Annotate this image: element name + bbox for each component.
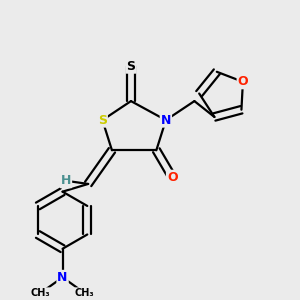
Text: S: S xyxy=(98,114,107,127)
Text: S: S xyxy=(127,60,136,73)
Text: N: N xyxy=(161,114,171,127)
Text: O: O xyxy=(238,75,248,88)
Text: H: H xyxy=(61,174,71,187)
Text: O: O xyxy=(167,171,178,184)
Text: N: N xyxy=(57,271,68,284)
Text: CH₃: CH₃ xyxy=(75,288,94,298)
Text: CH₃: CH₃ xyxy=(31,288,50,298)
